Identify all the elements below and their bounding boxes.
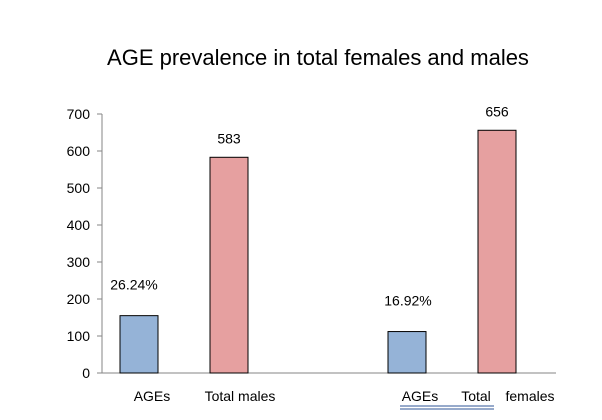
data-label-1: 583 xyxy=(217,130,241,146)
category-label-0: AGEs xyxy=(134,388,171,404)
percentage-annotation-0: 26.24% xyxy=(110,277,157,293)
y-tick-label: 100 xyxy=(67,328,91,344)
y-tick-label: 500 xyxy=(67,180,91,196)
bar-0 xyxy=(119,315,159,374)
y-tick-label: 600 xyxy=(67,143,91,159)
bar-3 xyxy=(477,129,517,374)
y-axis: 0 100 200 300 400 500 600 700 xyxy=(67,106,556,381)
chart-title: AGE prevalence in total females and male… xyxy=(107,45,529,70)
y-tick-label: 200 xyxy=(67,291,91,307)
category-label-1: Total males xyxy=(205,388,276,404)
y-tick-label: 0 xyxy=(82,365,90,381)
category-label-suffix: females xyxy=(505,388,554,404)
category-label-3: Total xyxy=(461,388,491,404)
bar-2 xyxy=(387,331,427,374)
y-tick-label: 300 xyxy=(67,254,91,270)
labels: 583 656 26.24% 16.92% AGEs Total males AGEs Tot… xyxy=(110,103,555,410)
y-tick-label: 700 xyxy=(67,106,91,122)
percentage-annotation-1: 16.92% xyxy=(384,293,431,309)
bar-1 xyxy=(209,156,249,374)
data-label-3: 656 xyxy=(485,103,509,119)
bars xyxy=(119,129,517,374)
category-label-2: AGEs xyxy=(402,388,439,404)
y-tick-label: 400 xyxy=(67,217,91,233)
